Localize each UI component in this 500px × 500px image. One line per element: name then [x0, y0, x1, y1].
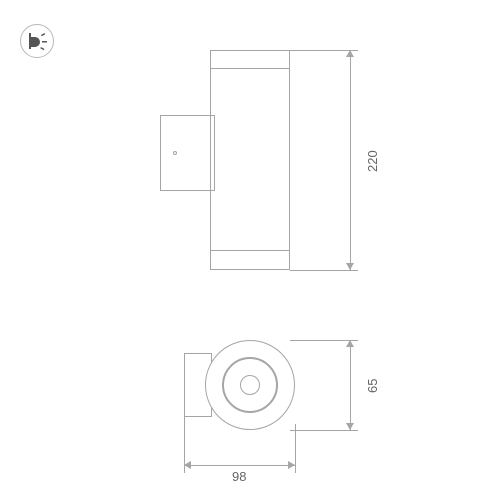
plan-w-ext-right	[295, 424, 296, 473]
plan-h-dim-value: 65	[366, 379, 379, 393]
plan-w-dim-line	[184, 465, 295, 466]
plan-h-arrow-bottom	[346, 423, 354, 430]
plan-h-ext-bottom	[290, 430, 358, 431]
elevation-dim-arrow-bottom	[346, 263, 354, 270]
plan-w-arrow-right	[288, 461, 295, 469]
elevation-dim-arrow-top	[346, 50, 354, 57]
wall-lamp-icon	[21, 25, 53, 57]
plan-h-dim-line	[350, 340, 351, 430]
elevation-dim-value: 220	[366, 150, 379, 172]
elevation-screw	[173, 151, 177, 155]
plan-w-dim-value: 98	[232, 470, 246, 483]
wall-lamp-badge	[20, 24, 54, 58]
plan-w-arrow-left	[184, 461, 191, 469]
elevation-top-slit	[210, 68, 290, 69]
elevation-mount	[160, 115, 215, 191]
elevation-bottom-slit	[210, 250, 290, 251]
elevation-body-left-edge	[210, 115, 211, 191]
plan-h-arrow-top	[346, 340, 354, 347]
elevation-ext-bottom	[290, 270, 358, 271]
elevation-body	[210, 50, 290, 270]
elevation-dim-line	[350, 50, 351, 270]
drawing-stage: 220 98 65	[0, 0, 500, 500]
plan-hole-circle	[240, 375, 260, 395]
